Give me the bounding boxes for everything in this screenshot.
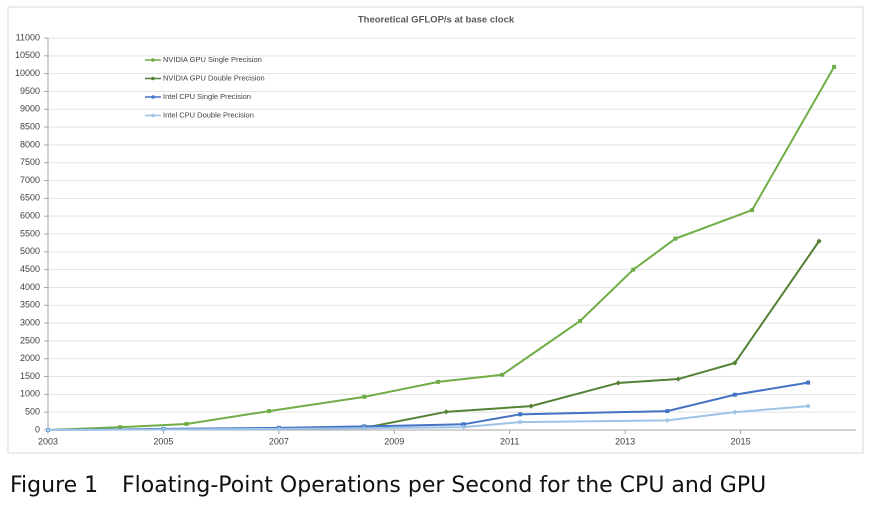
y-tick-label: 8500 (20, 121, 40, 131)
data-point (732, 409, 738, 415)
y-tick-label: 5000 (20, 246, 40, 256)
series-line (47, 66, 835, 431)
data-point (664, 417, 670, 423)
y-tick-label: 500 (25, 407, 40, 417)
x-tick-label: 2015 (731, 436, 751, 446)
y-tick-label: 8000 (20, 139, 40, 149)
data-point (673, 236, 678, 241)
data-point (460, 424, 467, 430)
y-tick-label: 9500 (20, 86, 40, 96)
data-point (578, 318, 583, 323)
data-point (267, 409, 272, 414)
y-tick-label: 2500 (20, 335, 40, 345)
y-tick-label: 9000 (20, 104, 40, 114)
x-tick-label: 2013 (615, 436, 635, 446)
data-point (500, 372, 505, 377)
chart-frame (7, 6, 864, 454)
caption-label: Figure 1 (10, 473, 98, 498)
x-tick-label: 2005 (153, 436, 173, 446)
data-point (806, 380, 811, 385)
legend-marker (151, 58, 155, 62)
y-tick-label: 2000 (20, 353, 40, 363)
caption-text: Floating-Point Operations per Second for… (122, 473, 766, 498)
y-tick-label: 4000 (20, 282, 40, 292)
y-tick-label: 10000 (15, 68, 40, 78)
data-point (362, 394, 367, 399)
y-tick-label: 5500 (20, 228, 40, 238)
data-point (750, 208, 755, 213)
y-tick-label: 1000 (20, 389, 40, 399)
chart-title: Theoretical GFLOP/s at base clock (358, 15, 515, 26)
x-tick-label: 2011 (500, 436, 519, 446)
legend-label: NVIDIA GPU Single Precision (163, 55, 262, 64)
data-point (528, 403, 534, 409)
y-tick-label: 4500 (20, 264, 40, 274)
data-point (45, 427, 51, 433)
legend-label: NVIDIA GPU Double Precision (163, 73, 265, 82)
y-tick-label: 11000 (16, 32, 40, 42)
data-point (732, 360, 738, 366)
x-tick-label: 2009 (384, 436, 404, 446)
y-tick-label: 3000 (20, 317, 40, 327)
data-point (118, 425, 123, 430)
legend-marker (151, 76, 155, 81)
data-point (732, 392, 737, 397)
data-point (461, 422, 466, 427)
x-tick-label: 2003 (38, 436, 58, 446)
data-point (665, 409, 670, 414)
data-point (631, 267, 636, 272)
data-point (816, 238, 822, 244)
data-point (805, 403, 811, 409)
y-tick-label: 6000 (20, 211, 40, 221)
data-point (518, 412, 523, 417)
y-tick-label: 7500 (20, 157, 40, 167)
y-tick-label: 6500 (20, 193, 40, 203)
data-point (443, 409, 449, 415)
data-point (276, 426, 282, 432)
data-point (436, 379, 441, 384)
y-tick-label: 1500 (20, 371, 40, 381)
data-point (184, 421, 189, 426)
data-point (517, 419, 523, 425)
data-point (160, 426, 167, 433)
y-tick-label: 0 (35, 424, 40, 434)
data-point (675, 376, 681, 382)
legend-marker (151, 113, 155, 118)
y-tick-label: 7000 (20, 175, 40, 185)
legend-label: Intel CPU Single Precision (163, 92, 251, 101)
data-point (615, 380, 621, 386)
x-tick-label: 2007 (269, 436, 289, 446)
y-tick-label: 10500 (15, 50, 40, 60)
legend-label: Intel CPU Double Precision (163, 110, 254, 119)
legend-marker (151, 95, 155, 99)
data-point (832, 64, 837, 69)
y-tick-label: 3500 (20, 300, 40, 310)
data-point (361, 425, 367, 431)
